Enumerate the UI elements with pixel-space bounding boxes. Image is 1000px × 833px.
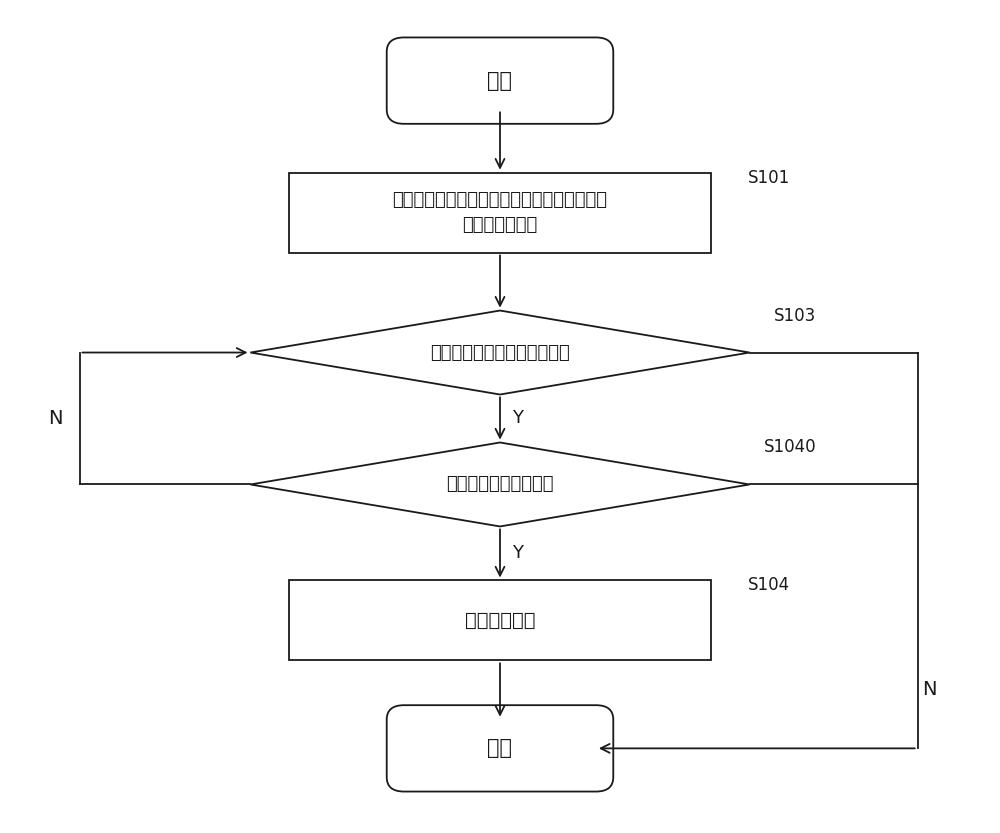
Bar: [289, 581, 711, 661]
Text: S103: S103: [774, 307, 816, 325]
Text: 是否满足夜间节电工作模式？: 是否满足夜间节电工作模式？: [430, 343, 570, 362]
Text: S1040: S1040: [764, 438, 817, 456]
Text: Y: Y: [512, 545, 523, 562]
Text: S101: S101: [748, 168, 790, 187]
Text: Y: Y: [512, 410, 523, 427]
Bar: [289, 172, 711, 252]
Polygon shape: [250, 311, 750, 395]
FancyBboxPatch shape: [387, 37, 613, 124]
Text: 关闭功率模块: 关闭功率模块: [465, 611, 535, 630]
Text: 检测光照强度、光伏太阳能板端口电压、功率
模块的输出功率: 检测光照强度、光伏太阳能板端口电压、功率 模块的输出功率: [392, 191, 608, 234]
Text: 开始: 开始: [488, 71, 512, 91]
Text: S104: S104: [748, 576, 790, 595]
FancyBboxPatch shape: [387, 706, 613, 791]
Text: 确认延时判断满足否？: 确认延时判断满足否？: [446, 476, 554, 493]
Text: N: N: [48, 409, 63, 428]
Text: 返回: 返回: [488, 738, 512, 758]
Text: N: N: [922, 681, 937, 700]
Polygon shape: [250, 442, 750, 526]
